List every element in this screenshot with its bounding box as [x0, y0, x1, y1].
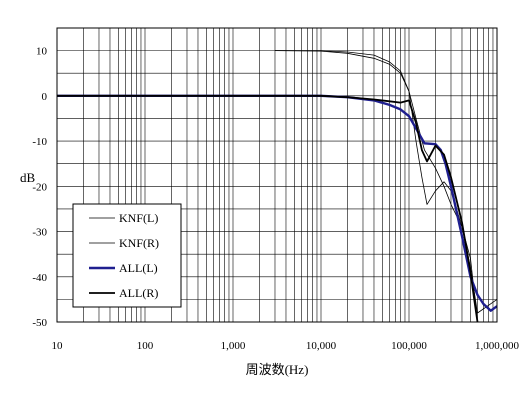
x-axis-label: 周波数(Hz)	[246, 362, 309, 377]
plot-frame	[56, 27, 498, 323]
y-tick-label: -10	[32, 136, 47, 148]
x-tick-label: 10	[52, 340, 64, 352]
grid	[56, 27, 497, 323]
y-tick-label: 0	[42, 91, 48, 103]
y-tick-label: -20	[32, 181, 47, 193]
legend-label: KNF(R)	[119, 236, 159, 250]
x-tick-label: 100,000	[391, 340, 427, 352]
series-lines	[57, 50, 497, 322]
x-tick-label: 1,000,000	[475, 340, 520, 352]
legend-label: KNF(L)	[119, 211, 158, 225]
y-axis-label: dB	[20, 170, 36, 185]
legend-box	[72, 203, 182, 308]
y-tick-label: -40	[32, 272, 47, 284]
x-tick-label: 10,000	[306, 340, 337, 352]
legend: KNF(L) KNF(R) ALL(L) ALL(R)	[72, 203, 182, 308]
series-line-knf-r	[275, 50, 497, 314]
y-tick-label: -50	[32, 317, 47, 329]
series-line-all-r	[57, 94, 479, 322]
y-tick-label: -30	[32, 227, 47, 239]
y-tick-label: 10	[36, 46, 48, 58]
legend-label: ALL(L)	[119, 261, 158, 275]
legend-label: ALL(R)	[119, 286, 158, 300]
x-tick-label: 1,000	[221, 340, 246, 352]
x-tick-label: 100	[137, 340, 154, 352]
